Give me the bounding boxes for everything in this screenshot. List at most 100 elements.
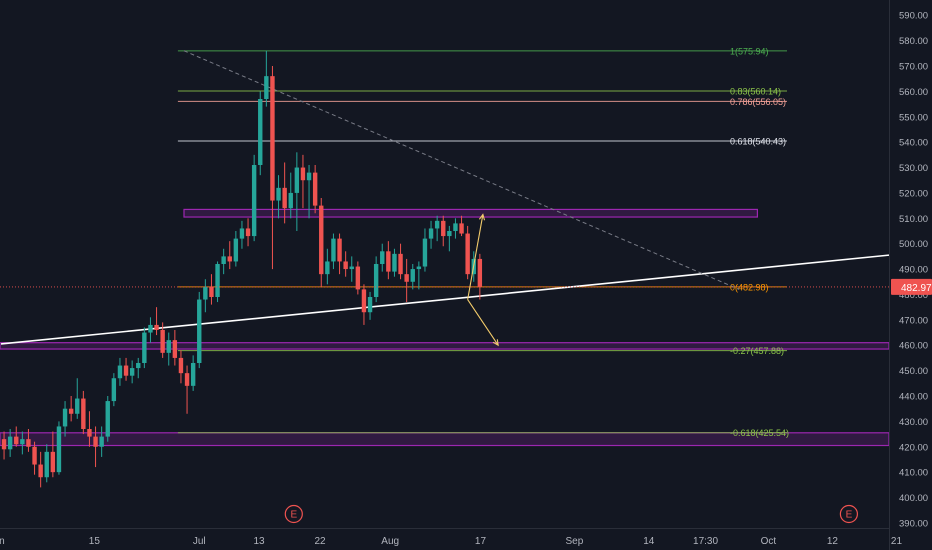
time-tick-label: 14 — [643, 536, 655, 547]
candle-body — [422, 238, 428, 267]
price-tick-label: 460.00 — [899, 341, 928, 352]
price-tick-label: 440.00 — [899, 392, 928, 403]
candle-body — [477, 258, 483, 287]
candle-body — [190, 363, 196, 386]
candle-body — [270, 76, 275, 201]
candle-body — [197, 299, 202, 363]
candle-body — [276, 187, 281, 201]
price-tick-label: 590.00 — [899, 11, 928, 22]
candle-body — [129, 368, 135, 376]
candle-body — [105, 401, 110, 437]
candle-body — [380, 251, 385, 264]
price-tick-label: 530.00 — [899, 163, 928, 174]
candle-body — [56, 426, 62, 473]
candle-body — [251, 165, 257, 237]
price-axis-bg — [889, 0, 932, 550]
candle-body — [7, 436, 13, 450]
candle-body — [337, 238, 342, 262]
candle-body — [99, 436, 104, 447]
candle-body — [26, 439, 31, 447]
candle-body — [68, 408, 74, 414]
candle-body — [154, 324, 159, 330]
price-tick-label: 540.00 — [899, 138, 928, 149]
candle-body — [434, 220, 440, 229]
time-tick-label: Sep — [566, 536, 584, 547]
arrow-shaft — [467, 214, 484, 300]
fib-label: -0.618(425.54) — [730, 428, 789, 438]
candle-body — [62, 408, 68, 427]
earnings-marker-icon — [284, 504, 303, 524]
candle-body — [209, 286, 214, 297]
price-tick-label: 500.00 — [899, 239, 928, 250]
candle-body — [453, 223, 458, 231]
candle-body — [331, 238, 336, 262]
candle-body — [160, 330, 165, 353]
price-tick-label: 580.00 — [899, 36, 928, 47]
price-axis[interactable]: 390.00 400.00 410.00 420.00 430.00 440.00 450.… — [889, 0, 932, 550]
fib-label: 0.786(556.05) — [730, 97, 786, 107]
candle-body — [258, 99, 263, 165]
fib-label: 0.83(560.14) — [730, 87, 781, 97]
price-tick-label: 510.00 — [899, 214, 928, 225]
price-tick-label: 550.00 — [899, 112, 928, 123]
candle-body — [428, 228, 434, 239]
price-tick-label: 560.00 — [899, 87, 928, 98]
candle-body — [392, 253, 397, 272]
candle-body — [416, 266, 422, 270]
candle-body — [20, 439, 25, 445]
candle-body — [81, 398, 86, 429]
candle-body — [386, 251, 391, 272]
time-tick-label: Jul — [193, 536, 206, 547]
candle-body — [404, 274, 409, 282]
candle-body — [398, 253, 403, 275]
candle-body — [123, 365, 129, 376]
candles — [1, 50, 483, 488]
candle-body — [50, 451, 56, 473]
time-tick-label: Aug — [381, 536, 399, 547]
time-tick-label: 12 — [827, 536, 839, 547]
candle-body — [215, 264, 220, 297]
candle-body — [117, 365, 123, 379]
candle-body — [221, 256, 226, 264]
candle-body — [312, 172, 318, 206]
candle-body — [343, 261, 348, 270]
price-tick-label: 470.00 — [899, 315, 928, 326]
fib-label: 0.618(540.43) — [730, 137, 786, 147]
fib-label: -0.27(457.88) — [730, 346, 784, 356]
candle-body — [264, 76, 269, 99]
price-tick-label: 400.00 — [899, 493, 928, 504]
candle-body — [373, 264, 379, 297]
candle-body — [325, 261, 330, 275]
candle-body — [355, 266, 361, 290]
candle-body — [184, 373, 190, 386]
time-tick-label: 15 — [89, 536, 101, 547]
candle-body — [1, 439, 7, 450]
candle-body — [410, 269, 415, 282]
time-axis[interactable]: un 15 Jul 13 22 Aug 17 Sep 14 17:30 Oct 12 21 — [0, 528, 902, 548]
candle-body — [166, 340, 171, 353]
candle-body — [459, 223, 464, 234]
price-tick-label: 390.00 — [899, 518, 928, 529]
descending-trendline — [183, 50, 740, 290]
price-tick-label: 450.00 — [899, 366, 928, 377]
price-tick-label: 420.00 — [899, 442, 928, 453]
candle-body — [245, 228, 251, 237]
arrow-head — [478, 213, 486, 221]
candle-body — [136, 363, 141, 369]
last-price-badge — [891, 278, 932, 295]
earnings-marker-icon — [839, 504, 859, 524]
candle-body — [239, 228, 245, 239]
candle-body — [227, 256, 232, 262]
fib-label: 0(482.98) — [730, 282, 769, 292]
arrow-shaft — [467, 299, 499, 346]
earnings-marker-label: E — [290, 510, 297, 521]
projection-arrows — [467, 213, 499, 347]
time-tick-label: un — [0, 536, 5, 547]
candle-body — [447, 231, 452, 237]
price-tick-label: 570.00 — [899, 62, 928, 73]
candle-body — [142, 332, 147, 363]
candle-body — [38, 464, 43, 478]
candle-body — [300, 167, 306, 181]
